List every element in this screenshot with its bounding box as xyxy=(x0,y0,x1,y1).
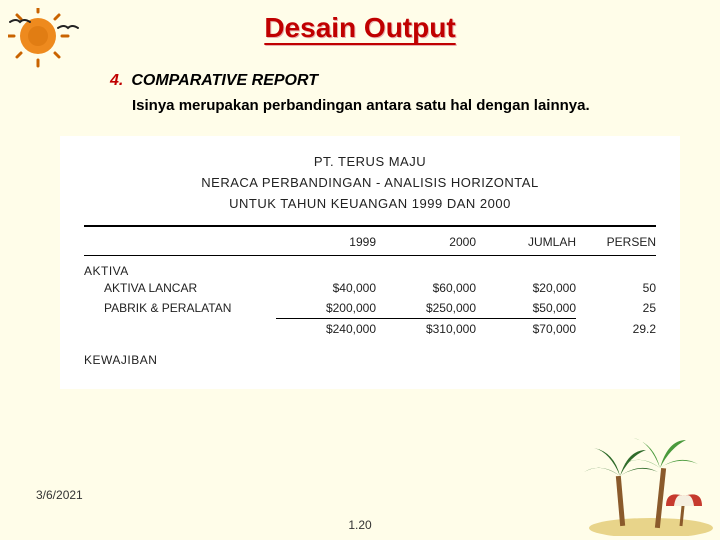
report-period-line: UNTUK TAHUN KEUANGAN 1999 DAN 2000 xyxy=(84,194,656,215)
row-label: PABRIK & PERALATAN xyxy=(84,301,276,315)
table-row: AKTIVA LANCAR $40,000 $60,000 $20,000 50 xyxy=(84,278,656,298)
item-description: Isinya merupakan perbandingan antara sat… xyxy=(132,96,630,116)
subtotal-jumlah: $70,000 xyxy=(476,322,576,336)
section-kewajiban: KEWAJIBAN xyxy=(84,339,656,367)
footer-date: 3/6/2021 xyxy=(36,488,83,502)
content-block: 4. COMPARATIVE REPORT Isinya merupakan p… xyxy=(0,44,720,116)
row-2000: $250,000 xyxy=(376,301,476,315)
col-jumlah: JUMLAH xyxy=(476,235,576,249)
row-jumlah: $20,000 xyxy=(476,281,576,295)
subtotal-2000: $310,000 xyxy=(376,322,476,336)
col-2000: 2000 xyxy=(376,235,476,249)
table-row: PABRIK & PERALATAN $200,000 $250,000 $50… xyxy=(84,298,656,318)
subtotal-row: $240,000 $310,000 $70,000 29.2 xyxy=(84,319,656,339)
col-persen: PERSEN xyxy=(576,235,656,249)
row-persen: 25 xyxy=(576,301,656,315)
subtotal-persen: 29.2 xyxy=(576,322,656,336)
report-company: PT. TERUS MAJU xyxy=(84,152,656,173)
item-number: 4. xyxy=(110,72,123,90)
report-title-line: NERACA PERBANDINGAN - ANALISIS HORIZONTA… xyxy=(84,173,656,194)
slide-title: Desain Output xyxy=(0,0,720,44)
section-aktiva: AKTIVA xyxy=(84,258,656,278)
sun-birds-icon xyxy=(8,8,88,68)
item-heading: COMPARATIVE REPORT xyxy=(131,72,318,90)
row-1999: $200,000 xyxy=(276,301,376,315)
row-1999: $40,000 xyxy=(276,281,376,295)
row-2000: $60,000 xyxy=(376,281,476,295)
row-label: AKTIVA LANCAR xyxy=(84,281,276,295)
col-1999: 1999 xyxy=(276,235,376,249)
row-jumlah: $50,000 xyxy=(476,301,576,315)
footer-page-number: 1.20 xyxy=(348,518,371,532)
row-persen: 50 xyxy=(576,281,656,295)
comparative-report-table: PT. TERUS MAJU NERACA PERBANDINGAN - ANA… xyxy=(60,136,680,388)
subtotal-1999: $240,000 xyxy=(276,322,376,336)
col-blank xyxy=(84,235,276,249)
palm-island-icon xyxy=(566,426,716,536)
report-column-headers: 1999 2000 JUMLAH PERSEN xyxy=(84,231,656,253)
